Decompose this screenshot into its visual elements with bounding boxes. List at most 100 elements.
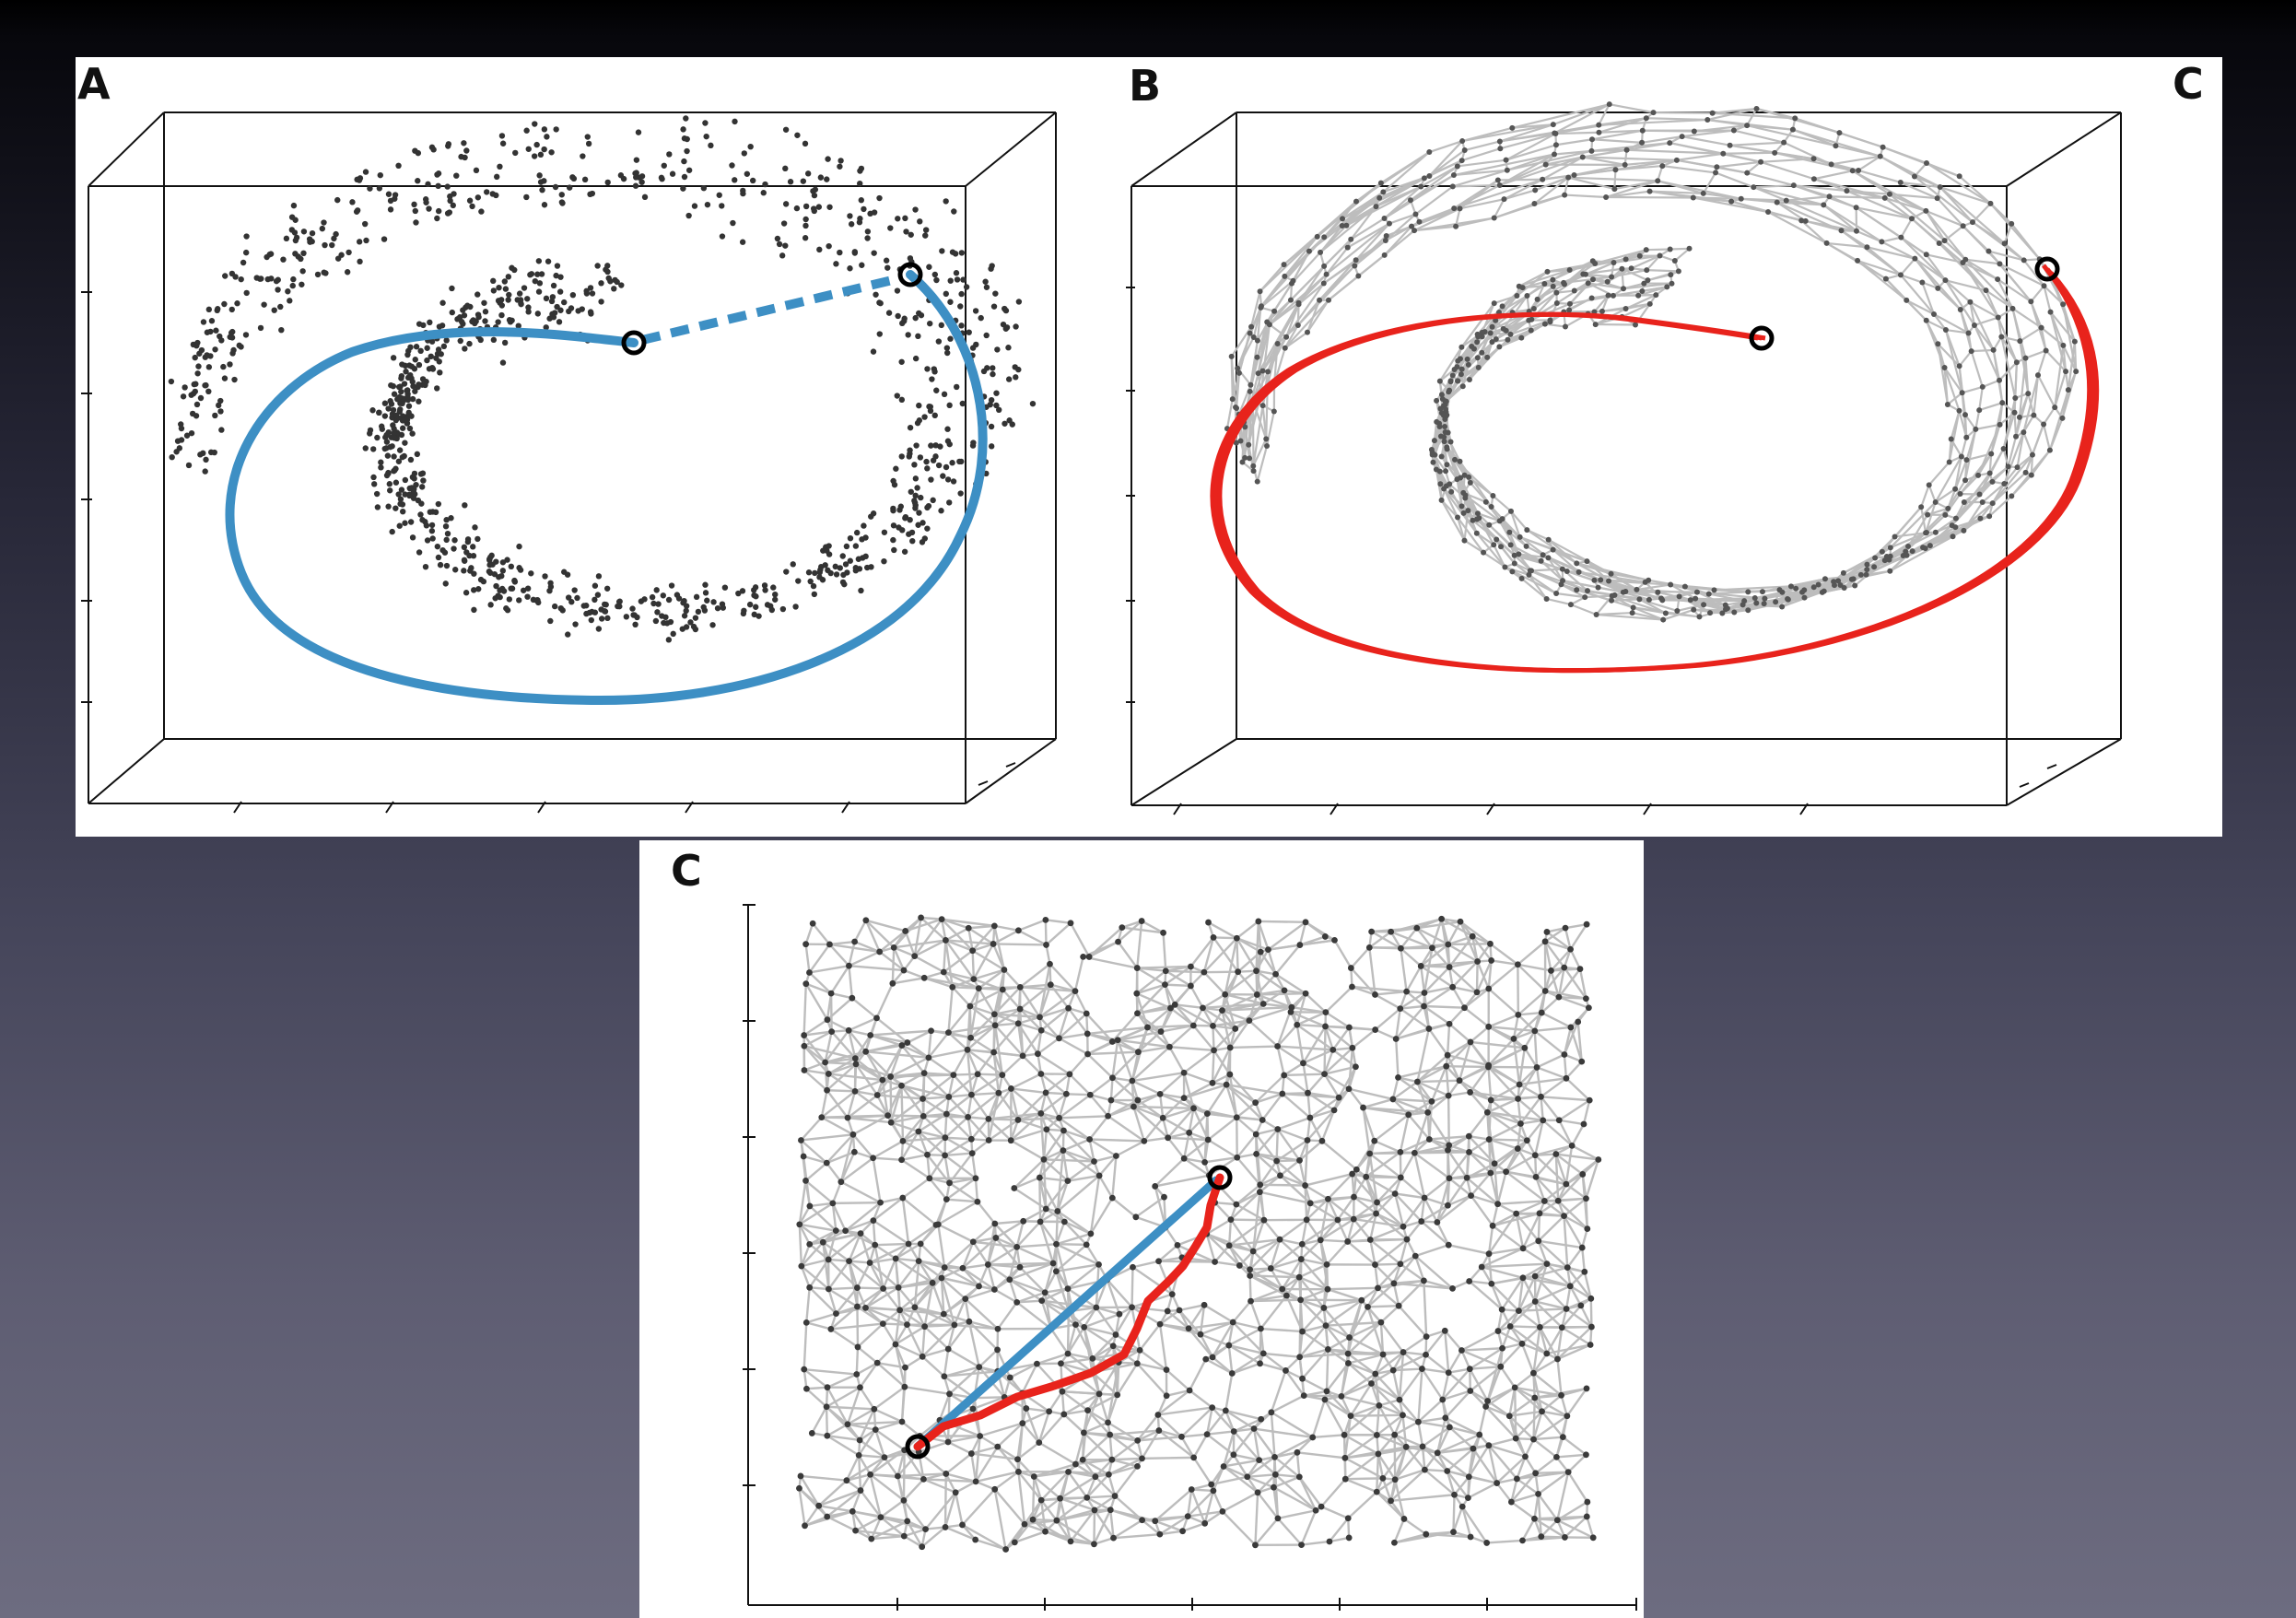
- data-point: [451, 537, 458, 544]
- data-point: [451, 545, 457, 552]
- graph-edge: [1487, 1225, 1494, 1254]
- graph-edge: [1416, 1065, 1447, 1084]
- graph-edge: [1558, 1099, 1590, 1121]
- graph-edge: [995, 1237, 1018, 1249]
- graph-node: [1958, 453, 1964, 460]
- data-point: [369, 446, 377, 452]
- graph-node: [1233, 404, 1239, 411]
- data-point: [584, 134, 591, 140]
- graph-edge: [1413, 1152, 1426, 1199]
- data-point: [895, 312, 901, 320]
- graph-node: [1290, 277, 1296, 284]
- graph-edge: [1067, 1160, 1095, 1182]
- graph-node: [1482, 498, 1489, 505]
- data-point: [287, 298, 293, 304]
- data-point: [193, 381, 199, 387]
- graph-node: [1235, 365, 1241, 371]
- data-point: [564, 571, 571, 578]
- data-point: [897, 503, 904, 510]
- data-point: [374, 434, 381, 441]
- graph-edge: [900, 1131, 920, 1161]
- graph-edge: [1365, 1176, 1396, 1195]
- graph-edge: [1914, 175, 1974, 223]
- graph-edge: [948, 1031, 971, 1039]
- graph-edge: [1319, 225, 1343, 253]
- data-point: [603, 602, 609, 608]
- data-point: [518, 300, 524, 308]
- data-point: [566, 594, 572, 601]
- data-point: [730, 219, 736, 227]
- graph-node: [2029, 451, 2035, 458]
- graph-edge: [1323, 1047, 1353, 1075]
- graph-node: [1850, 576, 1857, 582]
- graph-edge: [2010, 474, 2032, 498]
- graph-edge: [1276, 1024, 1298, 1048]
- graph-node: [1259, 403, 1266, 409]
- graph-edge: [1455, 217, 1494, 228]
- graph-edge: [1526, 529, 1577, 565]
- graph-edge: [1323, 1049, 1334, 1075]
- graph-node: [1591, 577, 1598, 583]
- graph-node: [1918, 504, 1925, 510]
- data-point: [458, 319, 465, 325]
- data-point: [931, 412, 938, 419]
- graph-edge: [1712, 107, 1757, 114]
- graph-edge: [927, 1031, 950, 1059]
- graph-edge: [1455, 208, 1461, 227]
- graph-node: [1562, 192, 1568, 198]
- graph-node: [1339, 223, 1345, 229]
- graph-edge: [1416, 1081, 1429, 1113]
- graph-edge: [822, 1241, 850, 1262]
- graph-edge: [1019, 1266, 1047, 1294]
- graph-node: [1582, 594, 1588, 601]
- graph-edge: [1346, 1218, 1355, 1242]
- graph-edge: [1261, 303, 1300, 372]
- data-point: [935, 338, 943, 345]
- graph-edge: [1157, 1260, 1174, 1296]
- graph-node: [1271, 308, 1278, 314]
- data-point: [988, 443, 995, 450]
- data-point: [346, 249, 352, 256]
- graph-node: [1657, 252, 1663, 259]
- graph-edge: [1490, 1083, 1520, 1101]
- data-point: [935, 462, 943, 469]
- graph-node: [1997, 377, 2003, 383]
- data-point: [398, 375, 404, 381]
- data-point: [411, 470, 418, 477]
- data-point: [940, 473, 946, 479]
- graph-edge: [1417, 1079, 1460, 1084]
- graph-node: [1325, 297, 1331, 303]
- data-point: [739, 239, 746, 245]
- graph-edge: [1406, 1220, 1423, 1240]
- graph-node: [1967, 299, 1974, 305]
- data-point: [381, 400, 389, 406]
- graph-edge: [900, 1158, 931, 1179]
- graph-edge: [1462, 475, 1466, 493]
- data-point: [407, 456, 415, 463]
- graph-edge: [1300, 1238, 1322, 1260]
- graph-edge: [1044, 1271, 1058, 1294]
- graph-node: [1491, 300, 1497, 307]
- data-point: [525, 309, 532, 315]
- data-point: [419, 517, 426, 523]
- graph-node: [1983, 287, 1989, 294]
- data-point: [994, 346, 1001, 353]
- graph-edge: [1540, 1011, 1572, 1029]
- graph-node: [1687, 597, 1693, 604]
- graph-edge: [1398, 1076, 1418, 1084]
- graph-edge: [1183, 1139, 1209, 1160]
- data-point: [800, 178, 807, 184]
- graph-edge: [891, 947, 896, 984]
- data-point: [782, 242, 789, 249]
- data-point: [290, 202, 298, 209]
- graph-node: [1464, 356, 1470, 362]
- data-point: [568, 599, 575, 605]
- graph-node: [1493, 317, 1499, 323]
- graph-edge: [1505, 133, 1556, 161]
- graph-edge: [873, 1197, 904, 1222]
- data-point: [511, 577, 518, 584]
- graph-node: [1237, 438, 1244, 444]
- graph-edge: [1351, 1173, 1355, 1198]
- graph-node: [1986, 513, 1993, 520]
- data-point: [915, 522, 921, 528]
